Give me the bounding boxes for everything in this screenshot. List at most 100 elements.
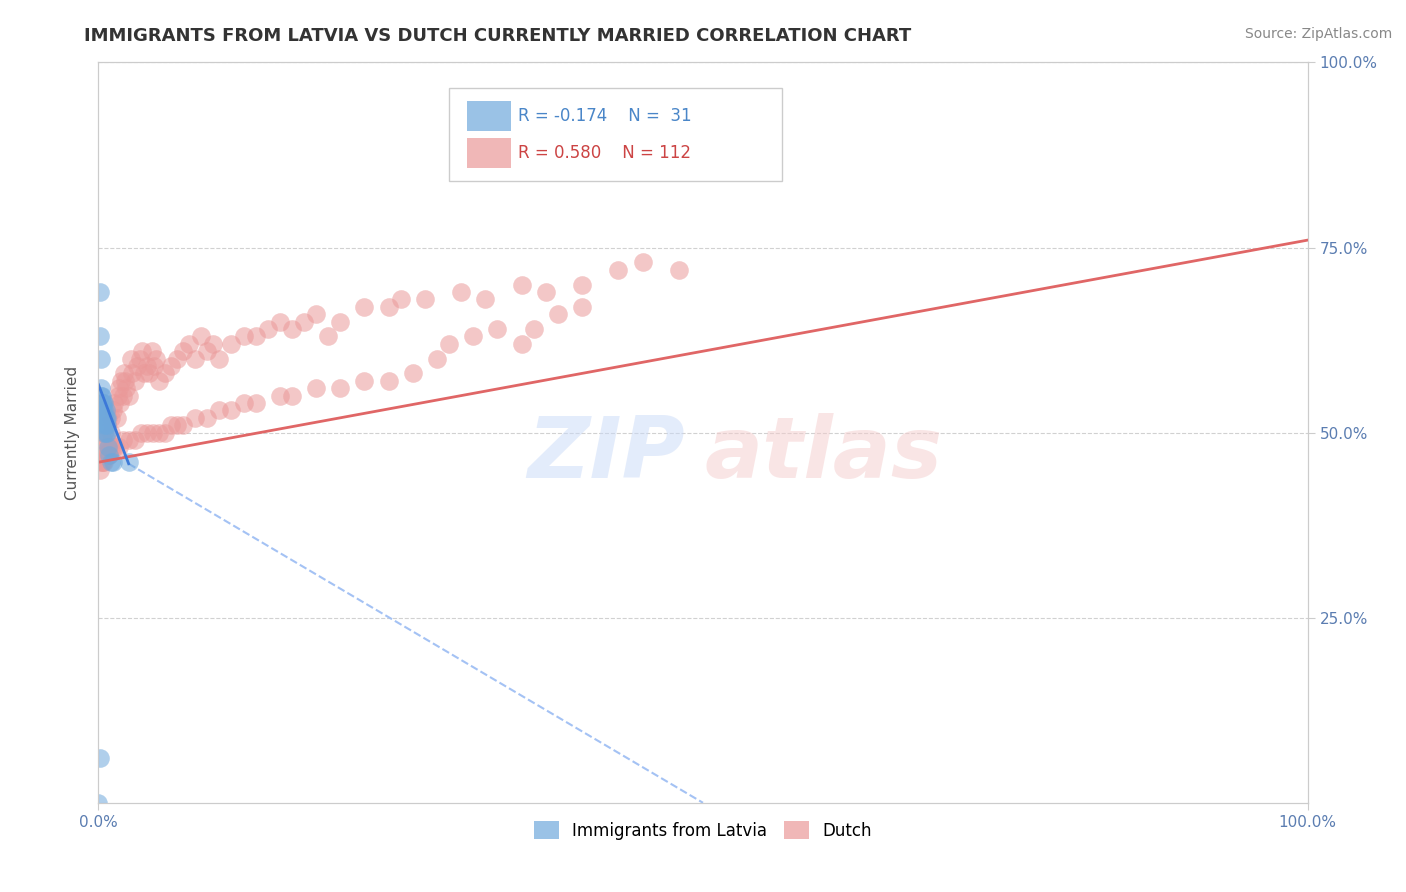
Point [148,425,170,440]
Text: atlas: atlas [704,413,943,496]
Point [93,455,115,469]
Point [91,433,114,447]
Point [437,336,460,351]
Point [94,448,117,462]
Point [329,314,352,328]
Point [160,359,183,373]
Point [94,410,117,425]
Point [463,329,485,343]
Text: IMMIGRANTS FROM LATVIA VS DUTCH CURRENTLY MARRIED CORRELATION CHART: IMMIGRANTS FROM LATVIA VS DUTCH CURRENTL… [84,27,911,45]
Y-axis label: Currently Married: Currently Married [65,366,80,500]
Point [96,418,118,433]
Point [402,367,425,381]
Point [100,441,122,455]
Point [89,462,111,476]
Point [141,344,163,359]
Point [127,359,149,373]
Point [292,314,315,328]
Point [104,441,127,455]
Point [245,329,267,343]
FancyBboxPatch shape [449,88,782,181]
Point [124,433,146,447]
Point [195,344,218,359]
Point [138,367,160,381]
Point [208,351,231,366]
Point [179,336,201,351]
Point [547,307,569,321]
Point [89,751,111,765]
Point [107,388,129,402]
Legend: Immigrants from Latvia, Dutch: Immigrants from Latvia, Dutch [527,814,879,847]
Point [101,455,124,469]
Text: Source: ZipAtlas.com: Source: ZipAtlas.com [1244,27,1392,41]
Point [128,351,150,366]
FancyBboxPatch shape [467,101,510,130]
Point [131,344,153,359]
Point [98,441,121,455]
Point [221,403,243,417]
Point [91,455,114,469]
Point [91,410,114,425]
Point [143,359,166,373]
Point [93,396,115,410]
Point [413,293,436,307]
Point [93,418,115,433]
Point [100,455,122,469]
Point [98,448,121,462]
Point [101,441,124,455]
Point [305,307,328,321]
Point [353,300,375,314]
Point [93,425,115,440]
Point [523,322,546,336]
Point [534,285,557,299]
Point [108,381,131,395]
Point [135,425,157,440]
Point [195,410,218,425]
Point [118,455,141,469]
Point [184,410,207,425]
Point [90,351,112,366]
Point [353,374,375,388]
Point [129,425,152,440]
Point [389,293,412,307]
Point [172,344,194,359]
Point [96,448,118,462]
Point [103,396,125,410]
Point [89,329,111,343]
Point [166,418,188,433]
Point [93,425,115,440]
Point [89,285,111,299]
Point [110,374,132,388]
Point [97,448,120,462]
Point [142,425,165,440]
Point [105,410,128,425]
Point [90,455,112,469]
Text: R = 0.580    N = 112: R = 0.580 N = 112 [517,144,690,161]
Point [100,410,122,425]
Point [90,388,112,402]
Point [112,367,135,381]
Point [256,322,278,336]
Point [571,277,593,292]
Point [90,381,112,395]
Point [329,381,352,395]
Point [668,262,690,277]
Point [153,425,176,440]
Point [450,285,472,299]
Point [91,410,114,425]
Point [377,374,399,388]
Point [269,314,291,328]
Point [91,388,114,402]
Point [101,403,124,417]
Point [108,441,131,455]
Point [202,336,225,351]
Point [91,448,114,462]
Point [510,336,533,351]
Point [96,418,118,433]
Point [94,425,117,440]
Point [100,425,122,440]
Point [160,418,183,433]
Point [607,262,630,277]
Text: R = -0.174    N =  31: R = -0.174 N = 31 [517,107,692,125]
Point [96,425,118,440]
